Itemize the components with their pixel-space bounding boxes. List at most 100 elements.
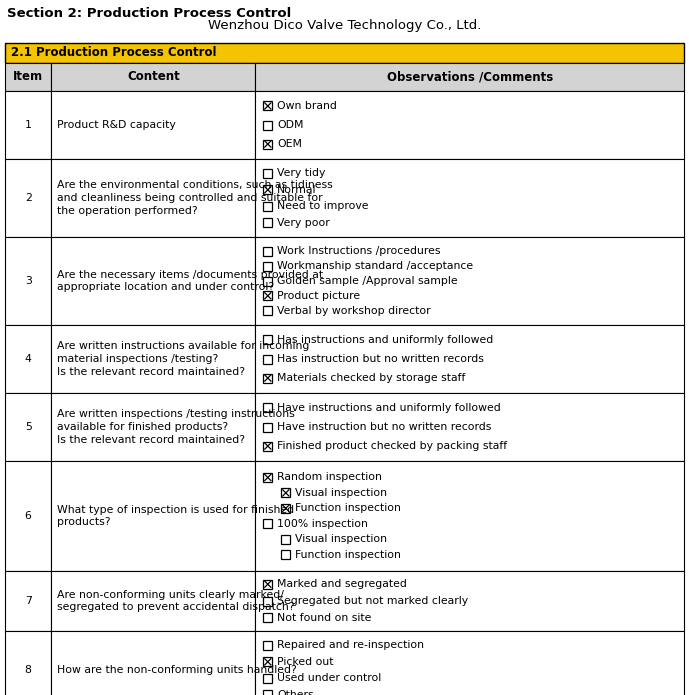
Text: Used under control: Used under control <box>277 673 382 683</box>
Bar <box>263 202 272 211</box>
Bar <box>263 186 272 195</box>
Text: OEM: OEM <box>277 139 302 149</box>
Text: Visual inspection: Visual inspection <box>296 534 387 544</box>
Text: Visual inspection: Visual inspection <box>296 488 387 498</box>
Bar <box>5 91 51 159</box>
Bar <box>51 461 256 571</box>
Text: 6: 6 <box>25 511 32 521</box>
Text: 1: 1 <box>25 120 32 130</box>
Bar <box>256 237 684 325</box>
Bar <box>263 519 272 528</box>
Text: Random inspection: Random inspection <box>277 473 382 482</box>
Text: Observations /Comments: Observations /Comments <box>387 70 553 83</box>
Bar <box>263 306 272 315</box>
Bar <box>263 336 272 345</box>
Text: Own brand: Own brand <box>277 101 337 111</box>
Text: Are non-conforming units clearly marked/
segregated to prevent accidental dispat: Are non-conforming units clearly marked/… <box>57 589 295 612</box>
Text: Has instructions and uniformly followed: Has instructions and uniformly followed <box>277 335 493 345</box>
Bar <box>263 473 272 482</box>
Text: Work Instructions /procedures: Work Instructions /procedures <box>277 247 441 256</box>
Text: What type of inspection is used for finished
products?: What type of inspection is used for fini… <box>57 505 294 528</box>
Bar <box>5 43 684 63</box>
Bar <box>51 63 256 91</box>
Bar <box>281 504 290 513</box>
Bar <box>5 237 51 325</box>
Text: Verbal by workshop director: Verbal by workshop director <box>277 306 431 316</box>
Text: 2: 2 <box>25 193 32 203</box>
Bar <box>256 159 684 237</box>
Text: Marked and segregated: Marked and segregated <box>277 579 407 589</box>
Text: Have instruction but no written records: Have instruction but no written records <box>277 422 492 432</box>
Bar <box>256 63 684 91</box>
Text: Have instructions and uniformly followed: Have instructions and uniformly followed <box>277 403 501 413</box>
Text: Materials checked by storage staff: Materials checked by storage staff <box>277 373 466 383</box>
Bar <box>263 580 272 589</box>
Bar <box>263 120 272 129</box>
Text: Very tidy: Very tidy <box>277 168 326 179</box>
Bar <box>51 91 256 159</box>
Text: Product R&D capacity: Product R&D capacity <box>57 120 176 130</box>
Bar <box>263 354 272 363</box>
Bar <box>263 423 272 432</box>
Bar <box>256 325 684 393</box>
Bar <box>281 489 290 498</box>
Text: Section 2: Production Process Control: Section 2: Production Process Control <box>7 7 291 20</box>
Text: Are written inspections /testing instructions
available for finished products?
I: Are written inspections /testing instruc… <box>57 409 295 445</box>
Bar <box>263 218 272 227</box>
Bar <box>51 325 256 393</box>
Bar <box>263 613 272 622</box>
Text: Segregated but not marked clearly: Segregated but not marked clearly <box>277 596 469 606</box>
Bar <box>51 159 256 237</box>
Bar <box>281 534 290 543</box>
Text: Workmanship standard /acceptance: Workmanship standard /acceptance <box>277 261 473 271</box>
Bar <box>5 631 51 695</box>
Text: Others: Others <box>277 689 314 695</box>
Text: 7: 7 <box>25 596 32 606</box>
Text: Finished product checked by packing staff: Finished product checked by packing staf… <box>277 441 507 451</box>
Bar <box>51 631 256 695</box>
Bar <box>263 140 272 149</box>
Bar <box>263 404 272 412</box>
Bar <box>263 247 272 256</box>
Text: Function inspection: Function inspection <box>296 550 401 559</box>
Text: Function inspection: Function inspection <box>296 503 401 514</box>
Bar <box>5 325 51 393</box>
Text: Wenzhou Dico Valve Technology Co., Ltd.: Wenzhou Dico Valve Technology Co., Ltd. <box>208 19 481 31</box>
Bar <box>263 596 272 605</box>
Bar <box>256 393 684 461</box>
Text: 2.1 Production Process Control: 2.1 Production Process Control <box>11 47 216 60</box>
Text: Are written instructions available for incoming
material inspections /testing?
I: Are written instructions available for i… <box>57 341 309 377</box>
Text: 8: 8 <box>25 665 32 675</box>
Text: Picked out: Picked out <box>277 657 333 667</box>
Text: Golden sample /Approval sample: Golden sample /Approval sample <box>277 276 458 286</box>
Text: 3: 3 <box>25 276 32 286</box>
Bar <box>263 262 272 271</box>
Bar <box>51 393 256 461</box>
Bar <box>263 373 272 382</box>
Bar <box>263 101 272 111</box>
Text: Product picture: Product picture <box>277 291 360 301</box>
Bar <box>256 461 684 571</box>
Text: Very poor: Very poor <box>277 218 330 227</box>
Bar <box>256 631 684 695</box>
Text: 4: 4 <box>25 354 32 364</box>
Text: Has instruction but no written records: Has instruction but no written records <box>277 354 484 364</box>
Text: Content: Content <box>127 70 180 83</box>
Bar <box>281 550 290 559</box>
Text: ODM: ODM <box>277 120 304 130</box>
Bar <box>5 461 51 571</box>
Bar <box>51 571 256 631</box>
Text: Are the environmental conditions, such as tidiness
and cleanliness being control: Are the environmental conditions, such a… <box>57 180 333 216</box>
Text: Not found on site: Not found on site <box>277 613 371 623</box>
Bar <box>263 291 272 300</box>
Bar <box>5 159 51 237</box>
Text: Normal: Normal <box>277 185 317 195</box>
Text: 100% inspection: 100% inspection <box>277 518 368 529</box>
Bar <box>5 571 51 631</box>
Text: 5: 5 <box>25 422 32 432</box>
Bar <box>263 690 272 695</box>
Bar <box>5 393 51 461</box>
Bar <box>256 571 684 631</box>
Bar <box>263 169 272 178</box>
Text: How are the non-conforming units handled?: How are the non-conforming units handled… <box>57 665 297 675</box>
